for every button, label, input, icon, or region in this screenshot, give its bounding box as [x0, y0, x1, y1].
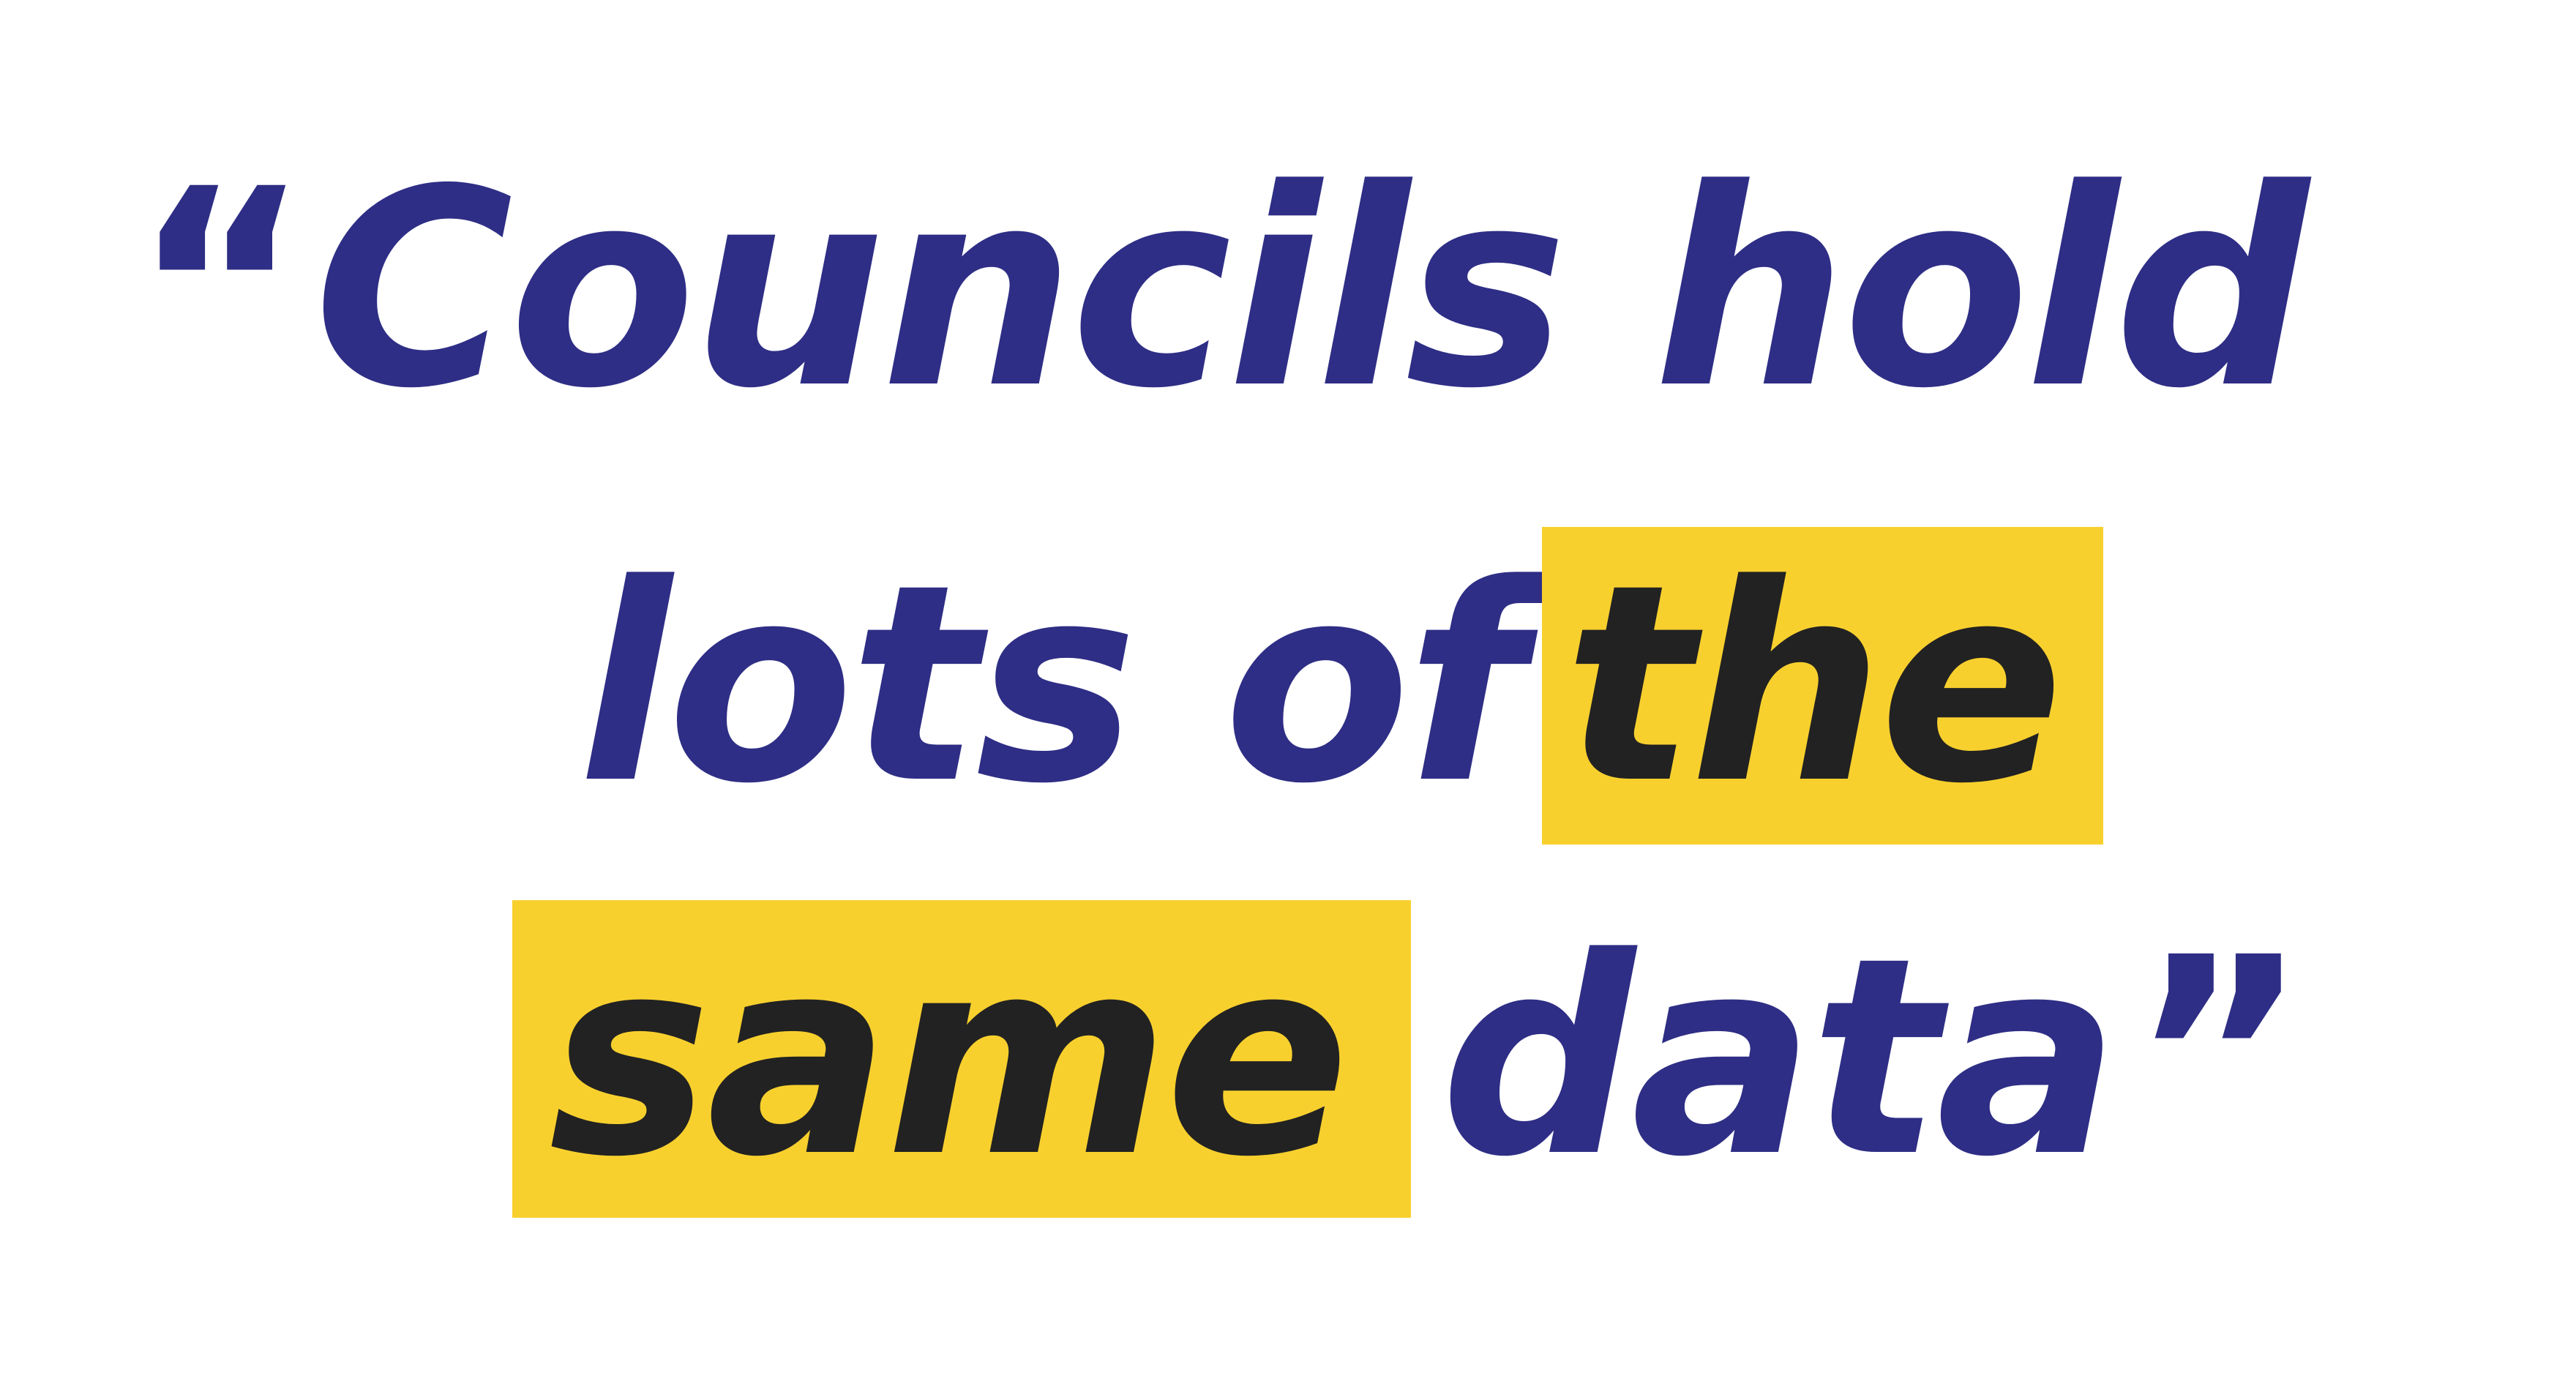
open-quote-mark: “	[132, 131, 310, 448]
quote-line-1: “Councils hold	[132, 154, 2309, 426]
close-quote-mark: ”	[2130, 899, 2309, 1216]
quote-line-2: lots of the	[578, 527, 2133, 845]
quote-text-data: data	[1440, 899, 2119, 1216]
quote-text-lots-of: lots of	[578, 526, 1524, 843]
quote-line-3: same data”	[512, 899, 2309, 1218]
highlight-same: same	[512, 900, 1412, 1218]
highlight-the: the	[1542, 527, 2104, 845]
quote-text-councils-hold: Councils hold	[313, 131, 2310, 448]
